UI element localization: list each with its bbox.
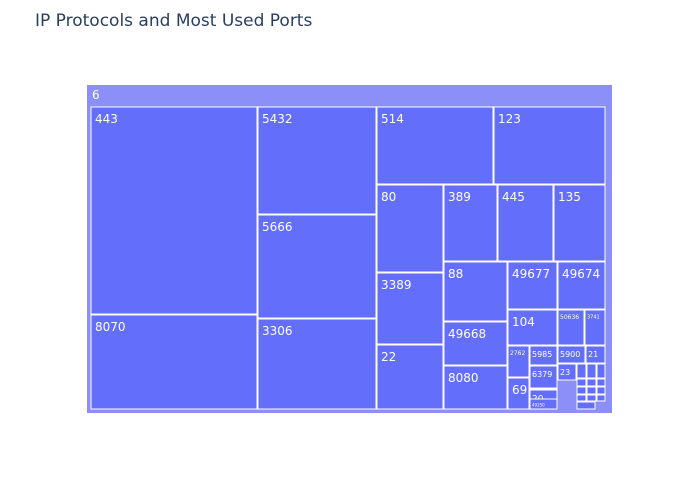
treemap-label-443: 443: [95, 112, 118, 126]
treemap-label-3741: 3741: [587, 314, 600, 320]
treemap-tile-5985[interactable]: [529, 345, 558, 366]
treemap-label-5985: 5985: [532, 350, 552, 359]
treemap-label-22: 22: [381, 350, 396, 364]
treemap-tile-3306[interactable]: [257, 318, 377, 410]
treemap-label-49668: 49668: [448, 327, 486, 341]
treemap-label-5666: 5666: [262, 220, 293, 234]
treemap-tile-88[interactable]: [443, 261, 508, 322]
treemap-label-3306: 3306: [262, 324, 293, 338]
treemap-tile-small[interactable]: [586, 386, 597, 395]
treemap-label-123: 123: [498, 112, 521, 126]
treemap-tile-23[interactable]: [557, 363, 577, 381]
treemap-tile-123[interactable]: [493, 106, 606, 185]
treemap-tile-5432[interactable]: [257, 106, 377, 215]
treemap-label-50636: 50636: [560, 314, 579, 321]
treemap-tile-small[interactable]: [576, 401, 596, 410]
treemap-tile-small[interactable]: [596, 394, 606, 402]
treemap-tile-6379[interactable]: [529, 365, 558, 389]
treemap-tile-small[interactable]: [586, 378, 597, 387]
treemap-tile-small[interactable]: [576, 378, 587, 387]
treemap-label-23: 23: [560, 368, 570, 377]
treemap-label-80: 80: [381, 190, 396, 204]
treemap-label-135: 135: [558, 190, 581, 204]
treemap-tile-49674[interactable]: [557, 261, 606, 310]
treemap-tile-small[interactable]: [586, 363, 597, 379]
treemap-tile-443[interactable]: [90, 106, 258, 315]
treemap-tile-5900[interactable]: [557, 345, 586, 364]
treemap-label-3389: 3389: [381, 278, 412, 292]
treemap-tile-49677[interactable]: [507, 261, 558, 310]
treemap-label-21: 21: [588, 350, 598, 359]
treemap-label-88: 88: [448, 267, 463, 281]
treemap-root-label: 6: [92, 88, 100, 102]
treemap-tile-small[interactable]: [596, 386, 606, 395]
treemap-tile-50636[interactable]: [557, 309, 585, 346]
treemap-tile-3741[interactable]: [584, 309, 606, 346]
treemap-tile-small[interactable]: [596, 378, 606, 387]
treemap-tile-small[interactable]: [576, 363, 587, 379]
treemap-tile-389[interactable]: [443, 184, 498, 262]
treemap-label-389: 389: [448, 190, 471, 204]
treemap-tile-small[interactable]: [576, 386, 587, 395]
treemap-label-514: 514: [381, 112, 404, 126]
treemap-tile-445[interactable]: [497, 184, 554, 262]
treemap-tile-21[interactable]: [585, 345, 606, 364]
treemap-label-49677: 49677: [512, 267, 550, 281]
treemap-label-49250: 49250: [532, 402, 545, 407]
treemap-tile-104[interactable]: [507, 309, 558, 346]
treemap-label-2762: 2762: [510, 350, 525, 357]
treemap-label-69: 69: [512, 383, 527, 397]
treemap-label-8070: 8070: [95, 320, 126, 334]
treemap-tile-135[interactable]: [553, 184, 606, 262]
treemap-tile-514[interactable]: [376, 106, 494, 185]
treemap-tile-2762[interactable]: [507, 345, 530, 378]
treemap-tile-80[interactable]: [376, 184, 444, 273]
treemap-tile-69[interactable]: [507, 377, 530, 410]
chart-title: IP Protocols and Most Used Ports: [35, 11, 313, 31]
treemap-label-5432: 5432: [262, 112, 293, 126]
treemap-tile-8070[interactable]: [90, 314, 258, 410]
treemap-label-104: 104: [512, 315, 535, 329]
treemap-label-8080: 8080: [448, 371, 479, 385]
treemap-tile-49668[interactable]: [443, 321, 508, 366]
treemap-tile-22[interactable]: [376, 344, 444, 410]
treemap-label-5900: 5900: [560, 350, 580, 359]
treemap-label-6379: 6379: [532, 370, 552, 379]
treemap-tile-49250[interactable]: [529, 398, 558, 410]
treemap-tile-5666[interactable]: [257, 214, 377, 319]
treemap-tile-small[interactable]: [576, 394, 587, 402]
treemap-tile-8080[interactable]: [443, 365, 508, 410]
treemap-tile-3389[interactable]: [376, 272, 444, 345]
treemap-label-445: 445: [502, 190, 525, 204]
treemap-label-49674: 49674: [562, 267, 600, 281]
treemap-tile-small[interactable]: [586, 394, 597, 402]
treemap-tile-small[interactable]: [596, 363, 606, 379]
